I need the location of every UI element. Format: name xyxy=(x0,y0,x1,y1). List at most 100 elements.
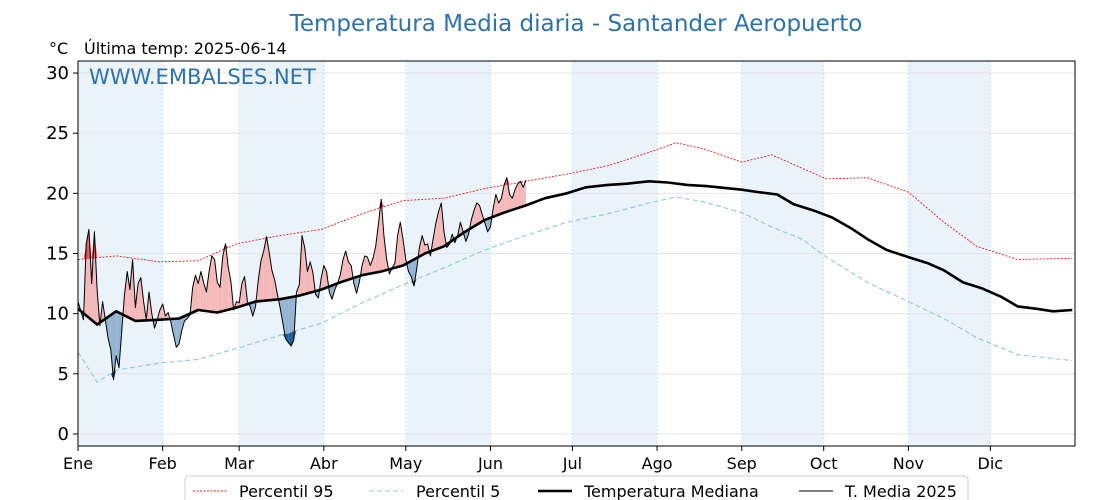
fill-above-median xyxy=(214,259,218,313)
fill-above-median xyxy=(203,282,207,312)
fill-above-median xyxy=(195,275,199,312)
unit-label: °C xyxy=(49,39,68,58)
fill-above-median xyxy=(438,202,442,249)
fill-above-median xyxy=(269,252,272,301)
fill-above-median xyxy=(304,247,308,295)
fill-above-median xyxy=(211,255,215,313)
legend-label-percentil-5: Percentil 5 xyxy=(416,482,500,500)
x-tick-label-oct: Oct xyxy=(810,454,838,473)
series-line-t-media-2025 xyxy=(77,177,527,381)
series-line-temperatura-mediana xyxy=(77,180,1073,326)
x-tick-label-nov: Nov xyxy=(893,454,924,473)
x-tick-label-may: May xyxy=(389,454,422,473)
fill-below-p5 xyxy=(285,332,289,343)
legend-label-percentil-95: Percentil 95 xyxy=(239,482,334,500)
fill-above-median xyxy=(364,255,368,275)
fill-above-median xyxy=(422,235,425,256)
series-line-percentil-5 xyxy=(77,196,1073,383)
y-axis: 0 5 10 15 20 25 30 xyxy=(46,63,78,445)
x-tick-label-dic: Dic xyxy=(978,454,1004,473)
x-tick-label-ago: Ago xyxy=(642,454,673,473)
fill-above-p95 xyxy=(86,229,89,259)
last-temp-label: Última temp: 2025-06-14 xyxy=(84,39,287,58)
grid-lines xyxy=(77,61,1075,446)
x-axis: Ene Feb Mar Abr May Jun Jul Ago Sep Oct Nov Dic xyxy=(63,446,1003,473)
series-lines xyxy=(77,142,1073,383)
fill-above-median xyxy=(222,243,226,312)
fill-above-median xyxy=(424,243,428,254)
x-tick-label-feb: Feb xyxy=(149,454,177,473)
legend-label-temperatura-mediana: Temperatura Mediana xyxy=(583,482,759,500)
fill-above-median xyxy=(228,266,231,310)
fill-above-median xyxy=(504,177,507,213)
y-tick-label-15: 15 xyxy=(46,244,69,265)
fill-above-median xyxy=(400,222,404,267)
fill-above-median xyxy=(509,194,513,211)
fill-below-median xyxy=(487,217,491,232)
fill-below-median xyxy=(173,318,177,348)
chart-title: Temperatura Media diaria - Santander Aer… xyxy=(289,11,863,37)
fill-above-median xyxy=(321,265,324,290)
y-tick-label-10: 10 xyxy=(46,304,69,325)
x-tick-label-sep: Sep xyxy=(727,454,757,473)
x-tick-label-jun: Jun xyxy=(477,454,503,473)
fill-below-median xyxy=(282,298,286,339)
fill-above-median xyxy=(495,194,499,216)
fill-below-median xyxy=(176,318,180,348)
fill-above-median xyxy=(241,276,245,306)
y-tick-label-5: 5 xyxy=(58,364,69,385)
fill-below-p5 xyxy=(291,331,294,347)
fill-above-median xyxy=(140,277,144,321)
fill-above-median xyxy=(370,258,374,274)
fill-above-median xyxy=(506,177,510,212)
fill-above-median xyxy=(159,304,163,320)
fill-above-median xyxy=(471,210,475,229)
fill-above-median xyxy=(367,257,371,275)
fill-above-median xyxy=(220,255,223,312)
fill-below-median xyxy=(285,297,289,343)
fill-above-median xyxy=(345,251,349,281)
fill-above-median xyxy=(261,251,264,302)
fill-above-median xyxy=(217,282,221,313)
fill-below-median xyxy=(110,313,114,380)
x-tick-label-mar: Mar xyxy=(224,454,255,473)
fill-above-median xyxy=(512,189,516,210)
fill-above-median xyxy=(517,181,521,209)
fill-above-median xyxy=(225,243,229,311)
y-tick-label-20: 20 xyxy=(46,183,69,204)
fill-above-median xyxy=(373,246,376,274)
fill-below-median xyxy=(315,290,319,299)
fill-above-median xyxy=(348,261,352,280)
watermark: WWW.EMBALSES.NET xyxy=(89,65,316,89)
fill-above-median xyxy=(520,181,524,208)
fill-above-median xyxy=(362,255,365,276)
x-tick-label-ene: Ene xyxy=(63,454,93,473)
fill-above-median xyxy=(501,184,505,214)
fill-above-median xyxy=(127,271,130,319)
fill-below-median xyxy=(116,311,119,368)
series-line-percentil-95 xyxy=(77,142,1073,263)
fill-above-median xyxy=(138,277,141,321)
fill-above-median xyxy=(258,260,262,302)
fill-above-median xyxy=(263,236,267,301)
fill-above-median xyxy=(323,265,327,289)
fill-below-median xyxy=(179,317,182,344)
fill-above-median xyxy=(479,205,483,224)
legend: Percentil 95 Percentil 5 Temperatura Media… xyxy=(184,475,969,500)
legend-box xyxy=(184,475,969,500)
fill-above-median xyxy=(381,199,384,272)
fill-above-median xyxy=(206,271,210,312)
fill-above-median xyxy=(124,271,128,317)
fill-below-median xyxy=(329,285,333,300)
fill-above-median xyxy=(515,183,518,209)
fill-below-median xyxy=(113,311,117,380)
y-tick-label-25: 25 xyxy=(46,123,69,144)
fill-above-median xyxy=(433,223,436,251)
x-tick-label-jul: Jul xyxy=(562,454,582,473)
y-tick-label-0: 0 xyxy=(58,424,69,445)
fill-above-median xyxy=(301,235,305,295)
fill-above-median xyxy=(375,223,379,273)
fill-below-median xyxy=(411,259,414,286)
fill-below-median xyxy=(108,315,111,350)
